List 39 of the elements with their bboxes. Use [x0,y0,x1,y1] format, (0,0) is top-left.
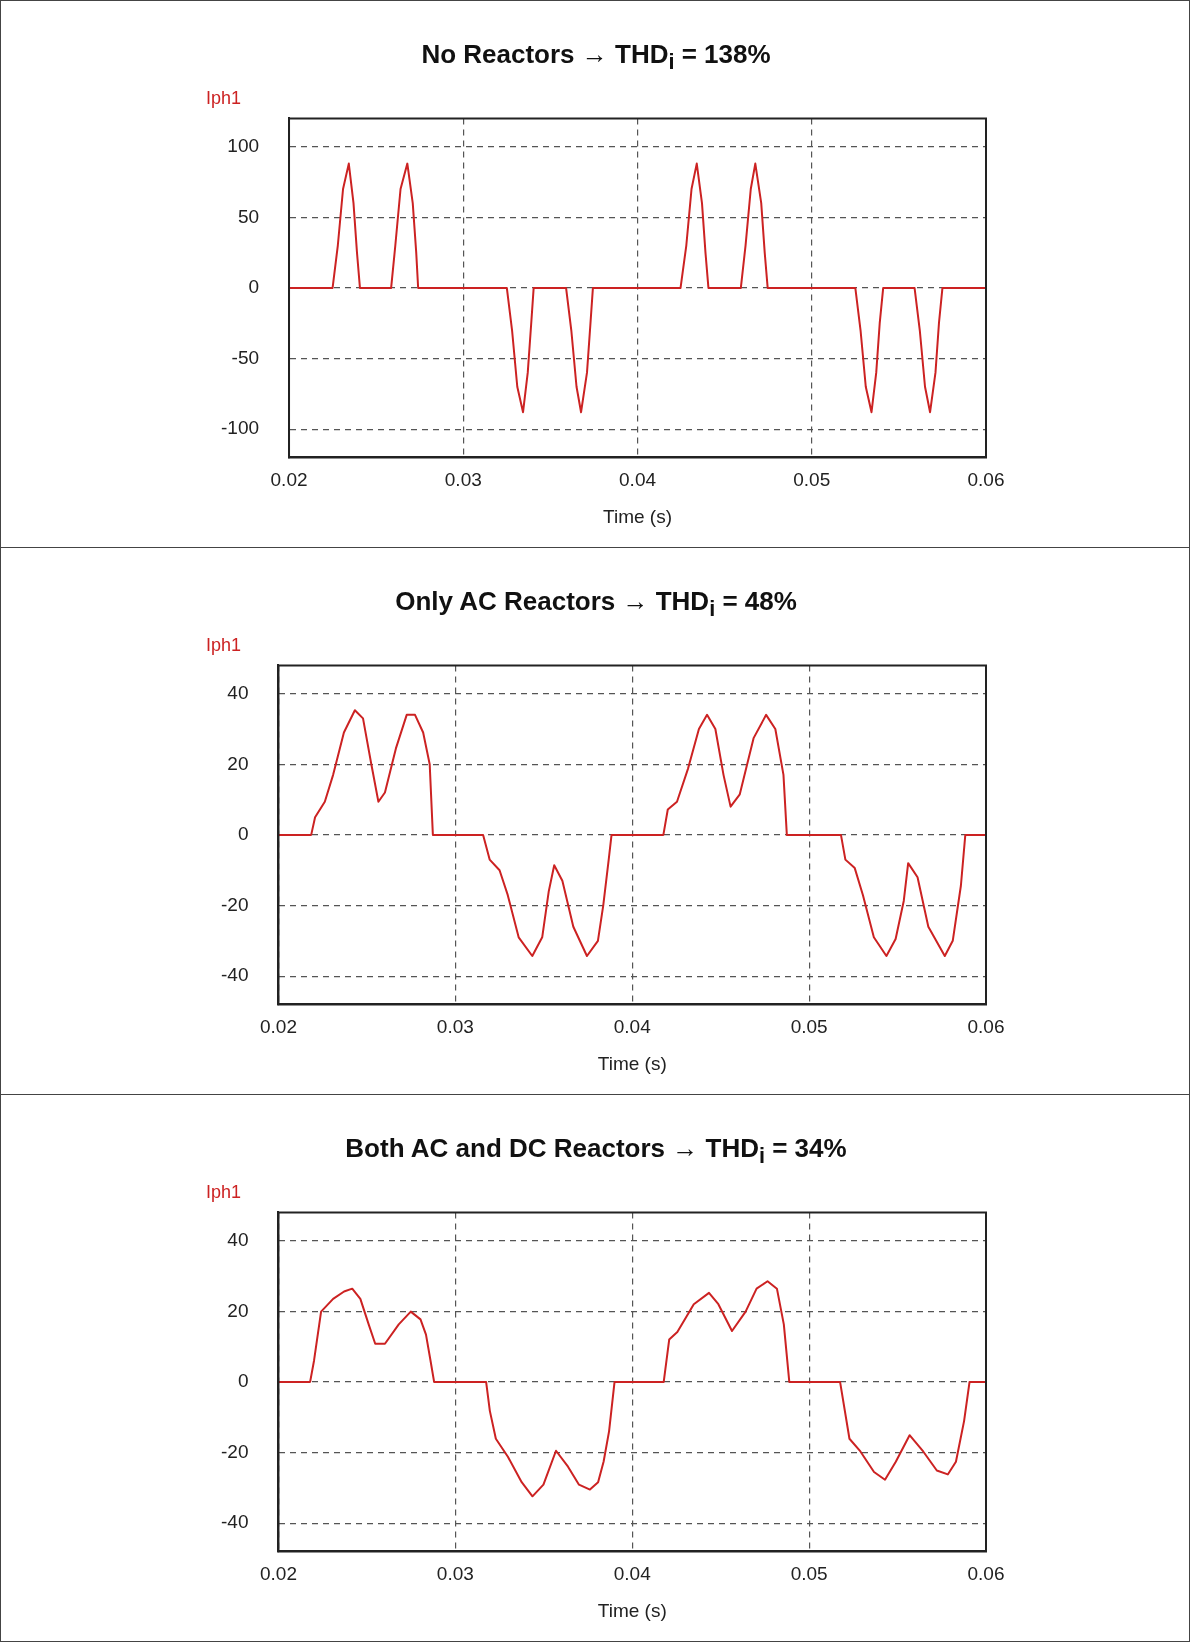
y-tick-label: -50 [231,346,260,368]
x-tick-label: 0.05 [790,1016,828,1038]
y-tick-label: -20 [220,1440,249,1462]
x-tick-label: 0.05 [793,469,831,491]
x-tick-label: 0.04 [613,1563,652,1585]
chart-title: Both AC and DC Reactors → THD$_{i}$ = 34% [344,1133,848,1170]
x-tick-label: 0.06 [967,1563,1005,1585]
x-tick-label: 0.06 [967,1016,1005,1038]
x-tick-label: 0.02 [259,1016,297,1038]
text: Iph1 [206,88,242,109]
x-tick-label: 0.03 [444,469,482,491]
x-tick-label: 0.02 [259,1563,297,1585]
y-tick-label: -20 [220,893,249,915]
x-tick-label: 0.05 [790,1563,828,1585]
y-tick-label: 20 [227,1299,249,1321]
x-tick-label: 0.04 [613,1016,652,1038]
y-tick-label: 40 [227,1228,249,1250]
x-tick-label: 0.04 [619,469,657,491]
chart-title: Only AC Reactors → THD$_{i}$ = 48% [394,586,798,623]
y-tick-label: 100 [227,134,260,156]
y-tick-label: -40 [220,964,249,986]
x-tick-label: 0.03 [436,1563,474,1585]
text: Iph1 [206,635,242,656]
x-tick-label: 0.06 [967,469,1005,491]
x-tick-label: 0.03 [436,1016,474,1038]
y-tick-label: 0 [248,276,260,298]
y-tick-label: 20 [227,752,249,774]
y-tick-label: -100 [221,417,260,439]
y-tick-label: 0 [237,1370,249,1392]
x-axis-title: Time (s) [597,1052,667,1074]
chart-title: No Reactors → THD$_{i}$ = 138% [420,39,772,76]
x-axis-title: Time (s) [603,505,672,527]
text: Iph1 [206,1182,242,1203]
x-axis-title: Time (s) [597,1599,667,1621]
y-tick-label: 40 [227,681,249,703]
y-tick-label: 50 [237,205,260,227]
y-tick-label: 0 [237,823,249,845]
x-tick-label: 0.02 [270,469,308,491]
y-tick-label: -40 [220,1511,249,1533]
